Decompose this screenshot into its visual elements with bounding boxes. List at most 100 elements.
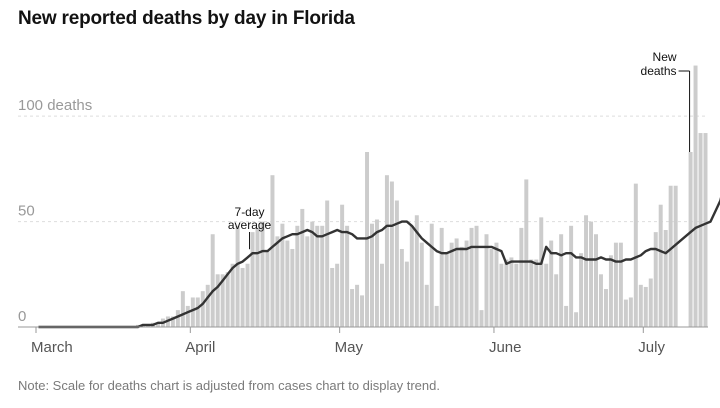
bar xyxy=(240,267,245,327)
bar xyxy=(220,274,225,327)
bar xyxy=(454,238,459,327)
bar xyxy=(399,248,404,327)
bar xyxy=(589,221,594,327)
chart-title: New reported deaths by day in Florida xyxy=(18,8,355,29)
x-tick-label: March xyxy=(31,339,73,356)
bar xyxy=(439,227,444,327)
bar xyxy=(355,284,360,327)
bar xyxy=(564,305,569,327)
bar xyxy=(524,179,529,327)
bar xyxy=(703,133,708,327)
bar xyxy=(225,272,230,327)
bar xyxy=(559,234,564,327)
bar xyxy=(663,230,668,327)
bar xyxy=(350,289,355,327)
bar xyxy=(320,225,325,327)
y-tick-label: 100 deaths xyxy=(18,97,92,114)
bar xyxy=(514,263,519,327)
bar xyxy=(499,263,504,327)
bar xyxy=(618,242,623,327)
bar xyxy=(155,322,160,327)
bar xyxy=(379,263,384,327)
bar xyxy=(360,295,365,327)
bar xyxy=(479,310,484,327)
x-tick-label: May xyxy=(335,339,364,356)
bar xyxy=(235,225,240,327)
bar xyxy=(613,242,618,327)
bar xyxy=(419,242,424,327)
bar xyxy=(280,223,285,327)
y-tick-label: 0 xyxy=(18,308,26,325)
bar xyxy=(489,248,494,327)
bar xyxy=(633,183,638,327)
bar xyxy=(260,221,265,327)
bar xyxy=(389,181,394,327)
bar xyxy=(539,217,544,327)
bar xyxy=(574,312,579,327)
bar xyxy=(494,242,499,327)
bar xyxy=(504,259,509,327)
bar xyxy=(673,185,678,327)
bar xyxy=(693,65,698,328)
bar xyxy=(414,215,419,327)
bar xyxy=(195,297,200,327)
annotation-newdeaths-label: New xyxy=(653,50,677,64)
bar xyxy=(295,225,300,327)
bar xyxy=(469,227,474,327)
bar xyxy=(519,227,524,327)
bar xyxy=(658,204,663,327)
bar xyxy=(210,234,215,327)
bar xyxy=(623,299,628,327)
bar xyxy=(394,200,399,327)
bar xyxy=(569,225,574,327)
bar xyxy=(265,251,270,327)
bar xyxy=(255,227,260,327)
bar xyxy=(325,200,330,327)
bar xyxy=(250,232,255,327)
bar xyxy=(598,274,603,327)
bar xyxy=(429,223,434,327)
bar xyxy=(374,219,379,327)
x-tick-label: April xyxy=(185,339,215,356)
bar xyxy=(275,236,280,327)
bar xyxy=(285,240,290,327)
bar xyxy=(185,305,190,327)
bar xyxy=(330,267,335,327)
bar xyxy=(584,215,589,327)
bar xyxy=(270,175,275,327)
bar xyxy=(300,208,305,327)
bar xyxy=(464,240,469,327)
annotation-average-label: average xyxy=(228,218,272,232)
annotation-newdeaths-label: deaths xyxy=(641,64,677,78)
bar xyxy=(459,246,464,327)
bar xyxy=(170,316,175,327)
bar xyxy=(509,257,514,327)
bar xyxy=(434,305,439,327)
bars-layer xyxy=(136,65,708,328)
bar xyxy=(608,255,613,327)
grid-layer xyxy=(18,115,708,223)
bar xyxy=(579,253,584,327)
bar xyxy=(205,284,210,327)
bar xyxy=(534,259,539,327)
bar xyxy=(474,225,479,327)
bar xyxy=(484,234,489,327)
bar xyxy=(688,152,693,327)
bar xyxy=(529,259,534,327)
x-tick-label: July xyxy=(638,339,665,356)
bar xyxy=(175,310,180,327)
bar xyxy=(345,225,350,327)
bar xyxy=(698,133,703,327)
bar xyxy=(384,175,389,327)
bar xyxy=(424,284,429,327)
bar xyxy=(409,225,414,327)
line-layer xyxy=(38,196,720,329)
bar xyxy=(544,263,549,327)
bar xyxy=(549,240,554,327)
bar xyxy=(340,204,345,327)
bar xyxy=(310,221,315,327)
x-tick-label: June xyxy=(489,339,522,356)
average-line xyxy=(38,196,720,329)
bar xyxy=(668,185,673,327)
